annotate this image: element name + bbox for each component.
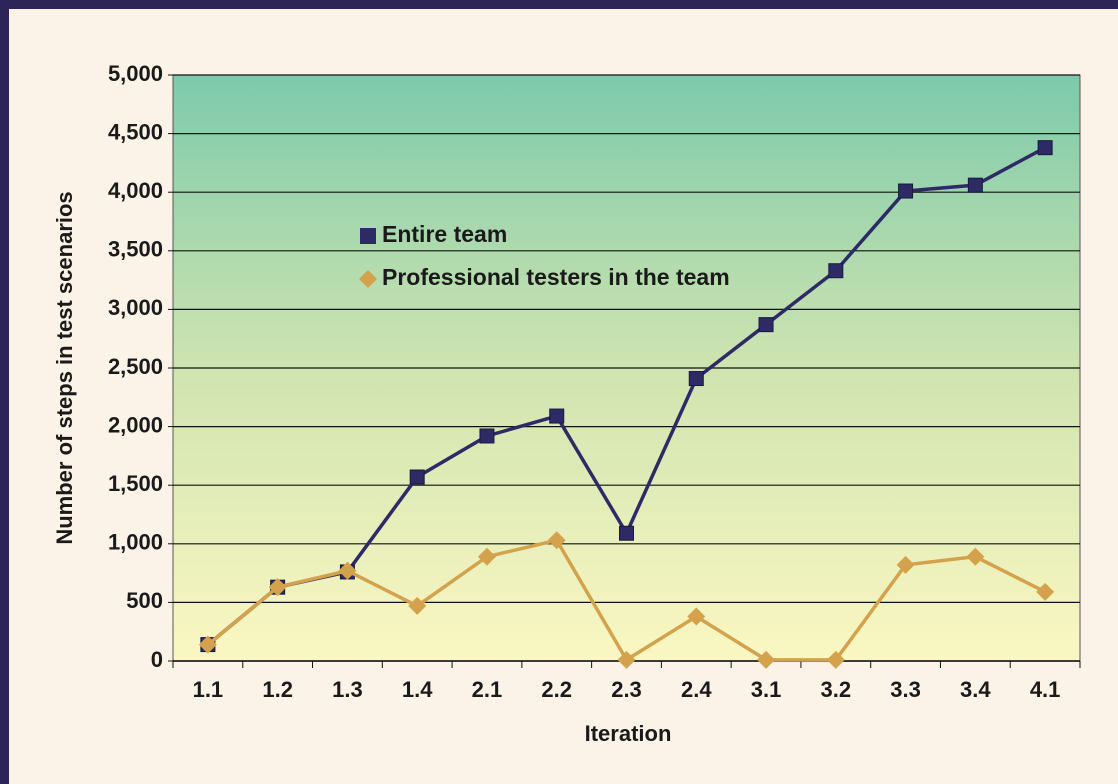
marker [408,596,427,615]
legend-label: Professional testers in the team [382,264,730,290]
marker [967,177,983,193]
marker [896,555,915,574]
marker [687,607,706,626]
y-tick-label: 3,500 [108,237,163,262]
x-axis-title: Iteration [585,721,672,746]
marker [477,547,496,566]
y-tick-label: 2,500 [108,354,163,379]
marker [479,428,495,444]
y-tick-label: 5,000 [108,61,163,86]
marker [198,635,217,654]
x-tick-label: 2.2 [541,677,572,702]
frame-left [0,0,9,784]
marker [966,547,985,566]
x-tick-label: 2.3 [611,677,642,702]
marker [1037,140,1053,156]
x-tick-label: 3.4 [960,677,991,702]
marker [547,531,566,550]
marker [619,525,634,541]
y-tick-label: 2,000 [108,412,163,437]
marker [826,650,845,669]
y-tick-label: 0 [151,647,163,672]
marker [898,183,914,199]
x-tick-label: 1.4 [402,677,433,702]
marker [758,317,774,333]
x-tick-label: 1.3 [332,677,363,702]
x-tick-label: 3.3 [890,677,921,702]
y-tick-label: 1,500 [108,471,163,496]
x-tick-label: 1.1 [193,677,224,702]
marker [688,371,704,387]
marker [617,650,636,669]
marker [549,408,565,424]
frame-top [0,0,1118,9]
y-tick-label: 1,000 [108,530,163,555]
legend-label: Entire team [382,221,507,247]
x-tick-label: 2.4 [681,677,712,702]
y-axis-title: Number of steps in test scenarios [52,191,77,544]
marker [268,578,287,597]
x-tick-label: 4.1 [1030,677,1061,702]
x-tick-label: 1.2 [262,677,293,702]
y-tick-label: 4,000 [108,178,163,203]
x-tick-label: 3.1 [751,677,782,702]
y-tick-label: 3,000 [108,295,163,320]
y-tick-label: 4,500 [108,119,163,144]
legend-marker [359,270,377,288]
marker [1036,582,1055,601]
x-tick-label: 2.1 [472,677,503,702]
y-tick-label: 500 [126,588,163,613]
marker [757,650,776,669]
x-tick-label: 3.2 [821,677,852,702]
marker [409,469,425,485]
legend-marker [360,228,376,244]
marker [828,263,844,279]
marker [338,561,357,580]
